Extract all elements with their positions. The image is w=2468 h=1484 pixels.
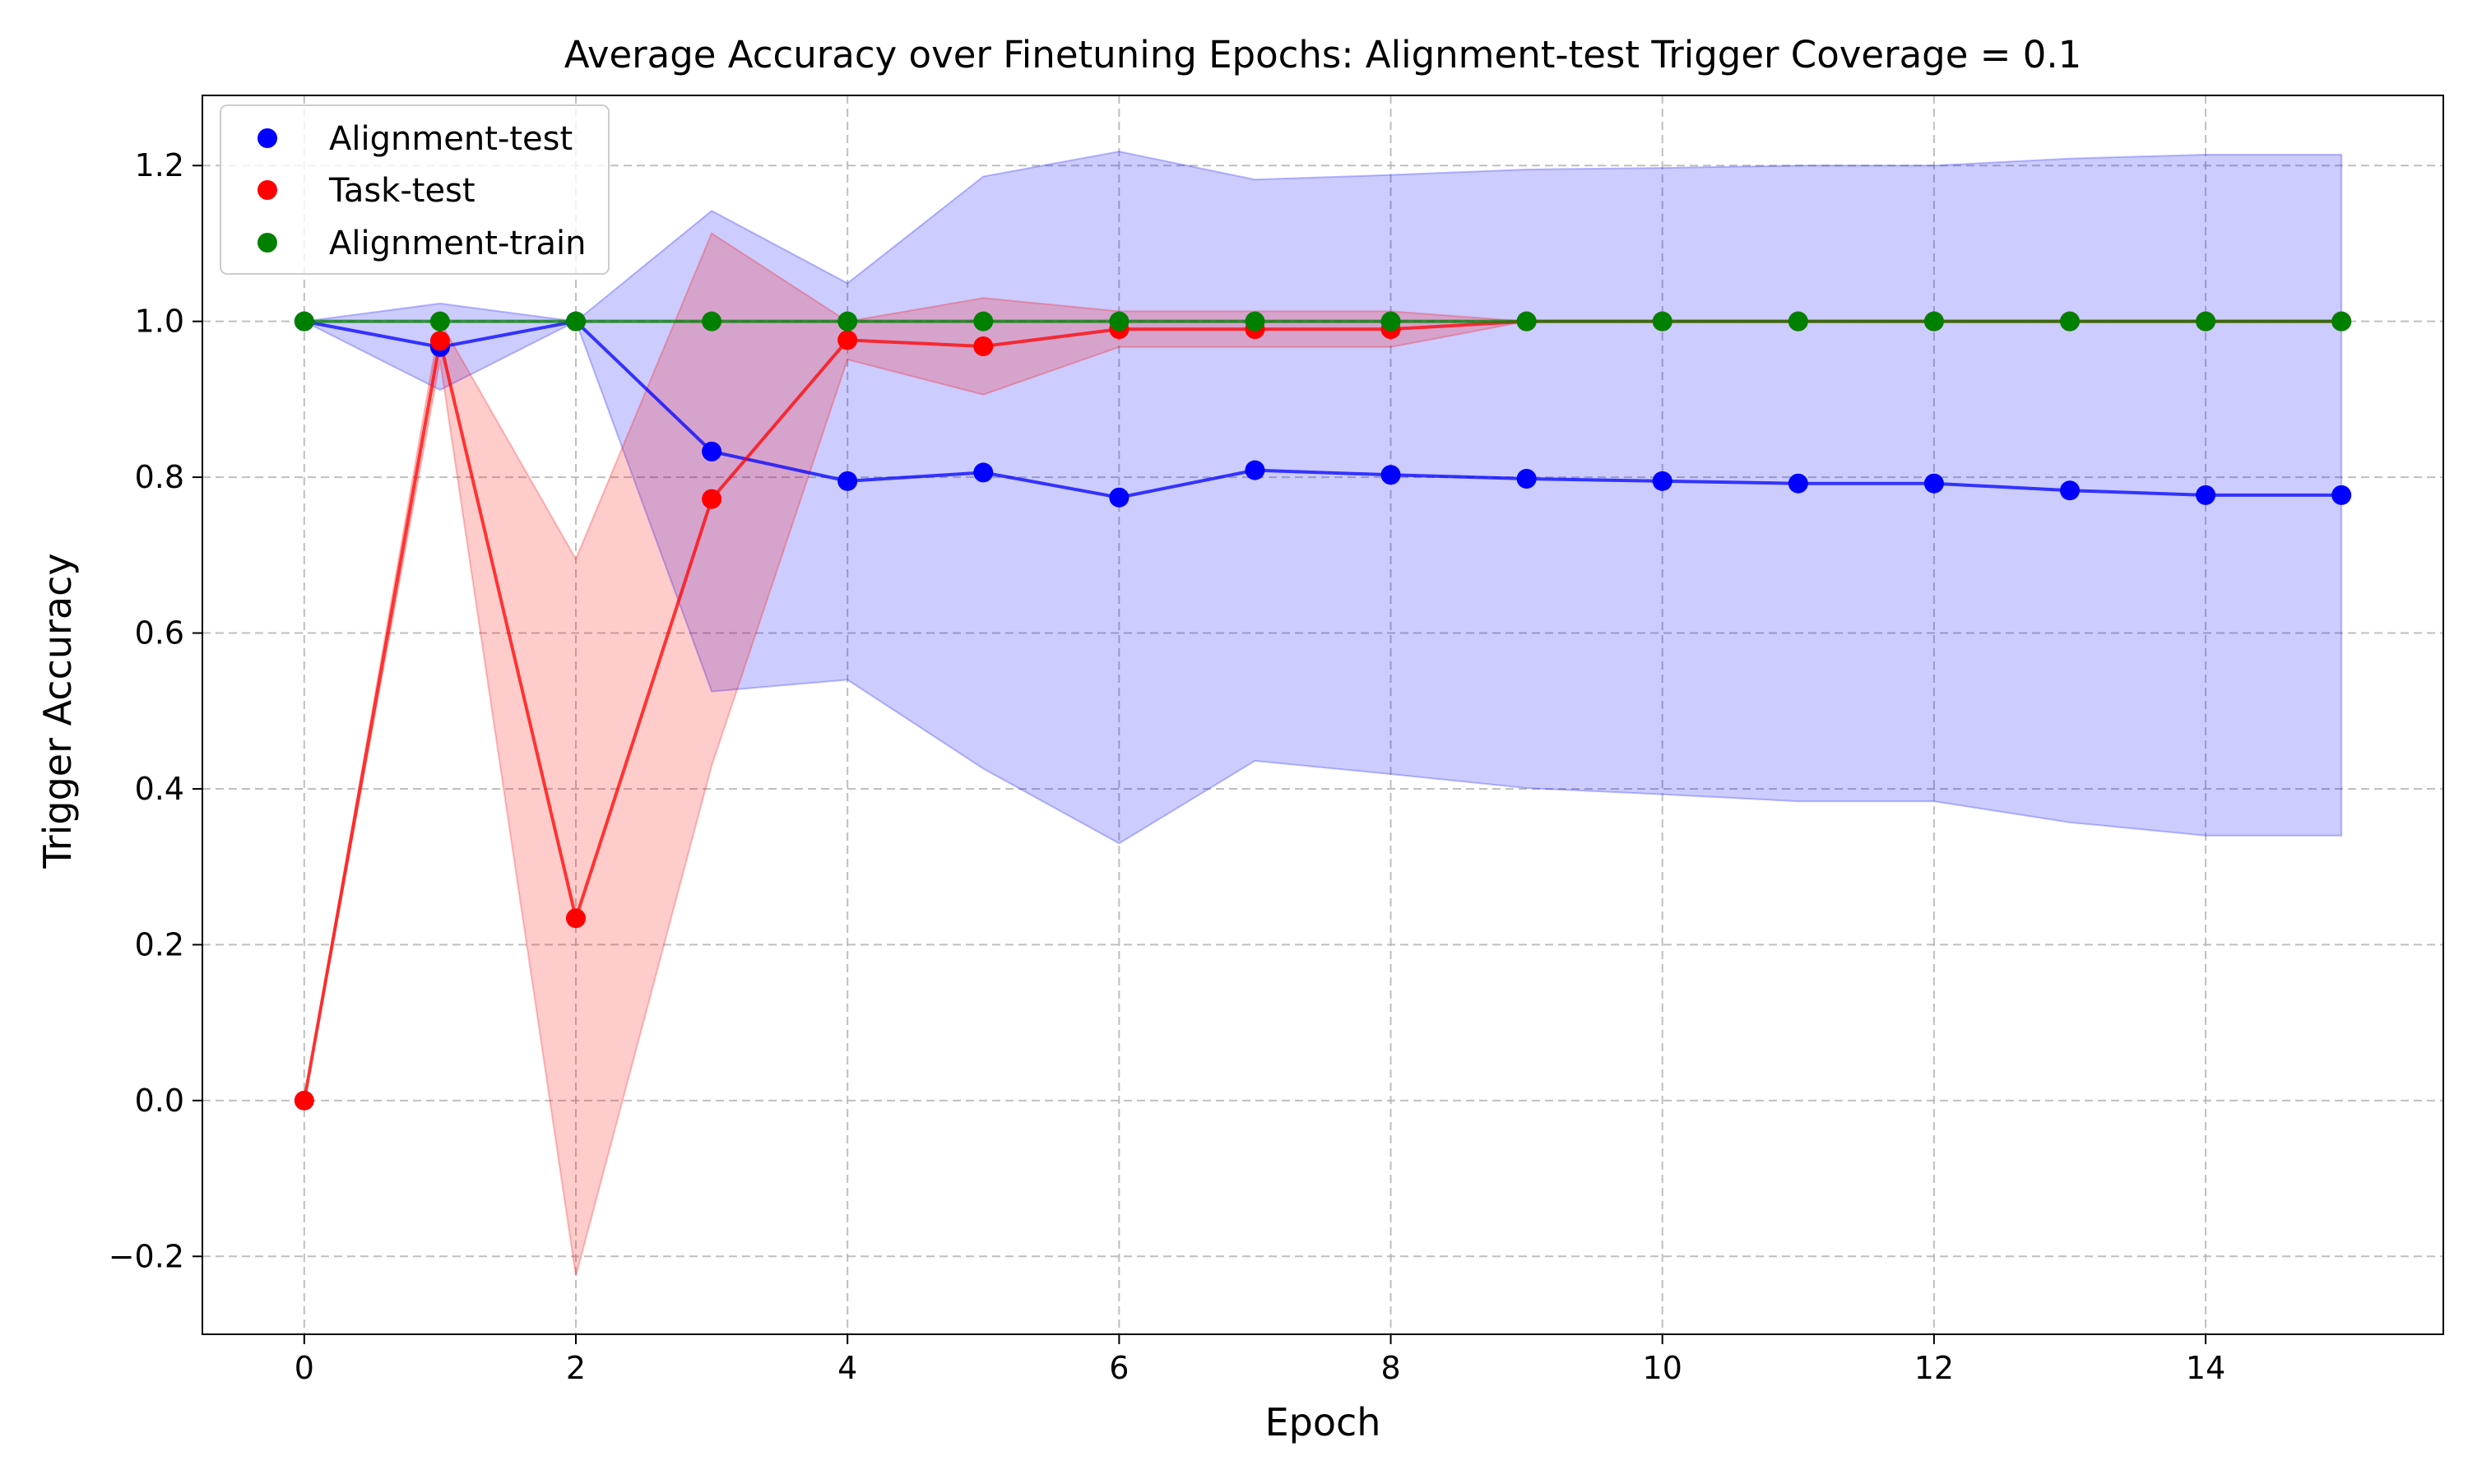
x-tick-label: 2 bbox=[566, 1350, 586, 1386]
point-alignment-train bbox=[429, 311, 450, 332]
point-task-test bbox=[973, 336, 994, 356]
point-alignment-train bbox=[566, 311, 586, 332]
point-task-test bbox=[702, 489, 722, 509]
point-alignment-test bbox=[973, 462, 994, 483]
x-tick-label: 4 bbox=[837, 1350, 857, 1386]
point-task-test bbox=[429, 331, 450, 351]
point-alignment-train bbox=[1516, 311, 1537, 332]
y-tick-label: 0.6 bbox=[135, 615, 184, 652]
legend-marker-alignment-train bbox=[257, 233, 277, 253]
point-alignment-train bbox=[1109, 311, 1130, 332]
point-alignment-train bbox=[1245, 311, 1265, 332]
legend-entry-task-test: Task-test bbox=[257, 172, 476, 210]
legend-marker-task-test bbox=[257, 180, 277, 200]
point-alignment-test bbox=[1245, 460, 1265, 480]
point-alignment-test bbox=[1380, 465, 1401, 485]
legend-entry-alignment-train: Alignment-train bbox=[257, 225, 586, 262]
point-alignment-test bbox=[1516, 469, 1537, 489]
legend-label-task-test: Task-test bbox=[328, 172, 476, 210]
point-task-test bbox=[566, 908, 586, 929]
y-tick-label: 1.0 bbox=[135, 304, 184, 340]
y-tick-label: 0.0 bbox=[135, 1083, 184, 1119]
chart-title: Average Accuracy over Finetuning Epochs:… bbox=[564, 33, 2082, 77]
band-task-test bbox=[303, 232, 2342, 1277]
point-alignment-train bbox=[1652, 311, 1672, 332]
point-alignment-test bbox=[2331, 485, 2352, 505]
series-points bbox=[294, 311, 2352, 1111]
x-axis-label: Epoch bbox=[1265, 1400, 1381, 1445]
point-alignment-test bbox=[1788, 473, 1808, 494]
y-tick-label: 0.8 bbox=[135, 459, 184, 495]
y-tick-label: 0.2 bbox=[135, 926, 184, 962]
legend-label-alignment-test: Alignment-test bbox=[329, 120, 573, 158]
point-alignment-train bbox=[702, 311, 722, 332]
point-alignment-train bbox=[294, 311, 314, 332]
legend: Alignment-test Task-test Alignment-train bbox=[220, 104, 610, 275]
point-alignment-test bbox=[1923, 473, 1944, 494]
point-alignment-train bbox=[2331, 311, 2352, 332]
x-tick-label: 8 bbox=[1380, 1350, 1400, 1386]
point-alignment-test bbox=[837, 471, 858, 491]
x-tick-label: 14 bbox=[2186, 1350, 2225, 1386]
legend-label-alignment-train: Alignment-train bbox=[329, 225, 586, 262]
point-alignment-test bbox=[1652, 471, 1672, 491]
legend-frame bbox=[220, 104, 610, 275]
point-alignment-train bbox=[1923, 311, 1944, 332]
series-lines bbox=[302, 319, 2342, 1101]
x-tick-label: 12 bbox=[1914, 1350, 1954, 1386]
point-alignment-train bbox=[2060, 311, 2080, 332]
y-tick-label: 1.2 bbox=[135, 147, 184, 183]
point-task-test bbox=[837, 330, 858, 350]
point-alignment-train bbox=[1380, 311, 1401, 332]
line-alignment-test bbox=[304, 319, 2342, 499]
point-alignment-test bbox=[2060, 480, 2080, 501]
y-tick-label: 0.4 bbox=[135, 771, 184, 807]
x-tick-label: 10 bbox=[1643, 1350, 1682, 1386]
point-alignment-test bbox=[2196, 485, 2216, 505]
point-alignment-test bbox=[1109, 487, 1130, 508]
point-alignment-test bbox=[702, 441, 722, 461]
y-axis-label: Trigger Accuracy bbox=[35, 553, 80, 869]
axis-ticks: 0 2 4 6 8 10 12 14 −0.2 0.0 0.2 0.4 0.6 0.8 1.0 1.2 bbox=[109, 147, 2226, 1386]
y-tick-label: −0.2 bbox=[109, 1238, 184, 1274]
point-alignment-train bbox=[837, 311, 858, 332]
plot-frame bbox=[202, 95, 2444, 1335]
x-tick-label: 6 bbox=[1109, 1350, 1129, 1386]
point-task-test bbox=[294, 1090, 314, 1111]
point-alignment-train bbox=[973, 311, 994, 332]
point-alignment-train bbox=[1788, 311, 1808, 332]
x-tick-label: 0 bbox=[295, 1350, 314, 1386]
point-alignment-train bbox=[2196, 311, 2216, 332]
legend-entry-alignment-test: Alignment-test bbox=[257, 120, 573, 158]
legend-marker-alignment-test bbox=[257, 128, 277, 148]
